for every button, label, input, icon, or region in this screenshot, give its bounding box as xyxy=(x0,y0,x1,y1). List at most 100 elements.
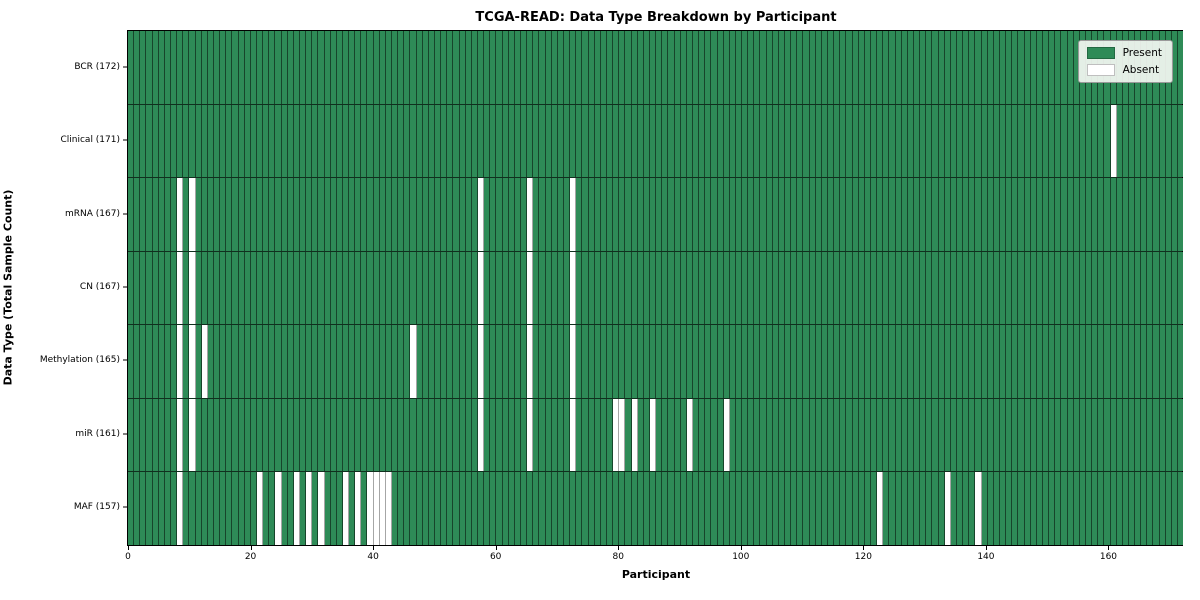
heatmap-cell xyxy=(772,178,779,251)
heatmap-cell xyxy=(539,251,546,325)
heatmap-cell xyxy=(828,472,835,546)
heatmap-cell xyxy=(883,325,890,398)
heatmap-cell xyxy=(1018,251,1025,325)
heatmap-cell xyxy=(293,325,300,398)
heatmap-cell xyxy=(330,104,337,178)
legend-item-absent: Absent xyxy=(1086,64,1162,76)
heatmap-cell xyxy=(1042,104,1050,178)
heatmap-cell xyxy=(828,178,835,251)
heatmap-cell xyxy=(201,398,208,472)
heatmap-cell xyxy=(128,398,135,472)
heatmap-cell xyxy=(748,251,755,325)
heatmap-cell xyxy=(1042,31,1050,104)
heatmap-cell xyxy=(514,398,521,472)
heatmap-cell xyxy=(514,31,521,104)
heatmap-cell xyxy=(385,104,393,178)
heatmap-cell xyxy=(662,104,669,178)
heatmap-cell xyxy=(748,472,755,546)
heatmap-cell xyxy=(803,251,810,325)
heatmap-cell xyxy=(582,104,589,178)
heatmap-cell xyxy=(1141,251,1148,325)
heatmap-cell xyxy=(416,325,423,398)
heatmap-cell xyxy=(275,178,282,251)
y-tick-label: mRNA (167) xyxy=(65,208,120,219)
heatmap-cell xyxy=(349,472,356,546)
heatmap-cell xyxy=(1055,31,1062,104)
heatmap-cell xyxy=(1079,178,1086,251)
heatmap-cell xyxy=(1079,251,1086,325)
heatmap-cell xyxy=(299,251,307,325)
heatmap-cell xyxy=(864,104,872,178)
heatmap-cell xyxy=(471,325,479,398)
heatmap-cell xyxy=(649,251,657,325)
heatmap-cell xyxy=(250,325,257,398)
heatmap-cell xyxy=(459,398,466,472)
heatmap-cell xyxy=(435,104,442,178)
heatmap-cell xyxy=(164,31,171,104)
heatmap-cell xyxy=(281,104,288,178)
heatmap-cell xyxy=(711,325,718,398)
y-tick-mark xyxy=(123,433,127,435)
heatmap-cell xyxy=(263,472,270,546)
heatmap-cell xyxy=(932,325,939,398)
heatmap-cell xyxy=(392,178,399,251)
heatmap-cell xyxy=(680,472,687,546)
heatmap-cell xyxy=(662,31,669,104)
heatmap-cell xyxy=(170,104,178,178)
heatmap-cell xyxy=(1085,178,1093,251)
heatmap-cell xyxy=(625,472,632,546)
heatmap-cell xyxy=(318,472,325,546)
heatmap-cell xyxy=(1055,251,1062,325)
heatmap-cell xyxy=(686,398,693,472)
heatmap-cell xyxy=(422,251,429,325)
heatmap-cell xyxy=(521,251,528,325)
heatmap-cell xyxy=(318,325,325,398)
heatmap-cell xyxy=(901,104,908,178)
heatmap-cell xyxy=(600,251,607,325)
heatmap-cell xyxy=(275,398,282,472)
heatmap-cell xyxy=(213,325,221,398)
heatmap-cell xyxy=(987,398,994,472)
heatmap-cell xyxy=(551,104,558,178)
heatmap-cell xyxy=(699,398,706,472)
heatmap-cell xyxy=(613,251,620,325)
heatmap-cell xyxy=(281,31,288,104)
heatmap-cell xyxy=(1110,251,1117,325)
y-tick-label: miR (161) xyxy=(75,428,120,439)
heatmap-cell xyxy=(447,398,454,472)
heatmap-cell xyxy=(987,472,994,546)
heatmap-cell xyxy=(858,251,865,325)
heatmap-cell xyxy=(742,104,749,178)
heatmap-cell xyxy=(379,178,386,251)
heatmap-cell xyxy=(428,325,436,398)
heatmap-cell xyxy=(993,325,1000,398)
heatmap-cell xyxy=(496,31,503,104)
heatmap-cell xyxy=(195,31,202,104)
heatmap-cell xyxy=(244,325,251,398)
heatmap-cell xyxy=(404,472,411,546)
heatmap-cell xyxy=(521,398,528,472)
heatmap-cell xyxy=(668,178,675,251)
heatmap-cell xyxy=(379,472,386,546)
heatmap-cell xyxy=(1153,251,1160,325)
heatmap-cell xyxy=(220,104,227,178)
heatmap-cell xyxy=(238,31,245,104)
heatmap-cell xyxy=(1055,472,1062,546)
heatmap-cell xyxy=(649,398,657,472)
heatmap-cell xyxy=(821,251,829,325)
heatmap-cell xyxy=(220,325,227,398)
heatmap-cell xyxy=(306,325,313,398)
heatmap-cell xyxy=(588,178,595,251)
heatmap-cell xyxy=(766,178,773,251)
heatmap-cell xyxy=(1042,178,1050,251)
heatmap-cell xyxy=(594,178,601,251)
heatmap-cell xyxy=(901,251,908,325)
heatmap-cell xyxy=(484,398,491,472)
heatmap-cell xyxy=(557,472,564,546)
heatmap-cell xyxy=(895,104,902,178)
heatmap-cell xyxy=(735,398,743,472)
heatmap-cell xyxy=(287,472,294,546)
heatmap-cell xyxy=(1049,31,1056,104)
heatmap-cell xyxy=(170,398,178,472)
heatmap-cell xyxy=(600,31,607,104)
